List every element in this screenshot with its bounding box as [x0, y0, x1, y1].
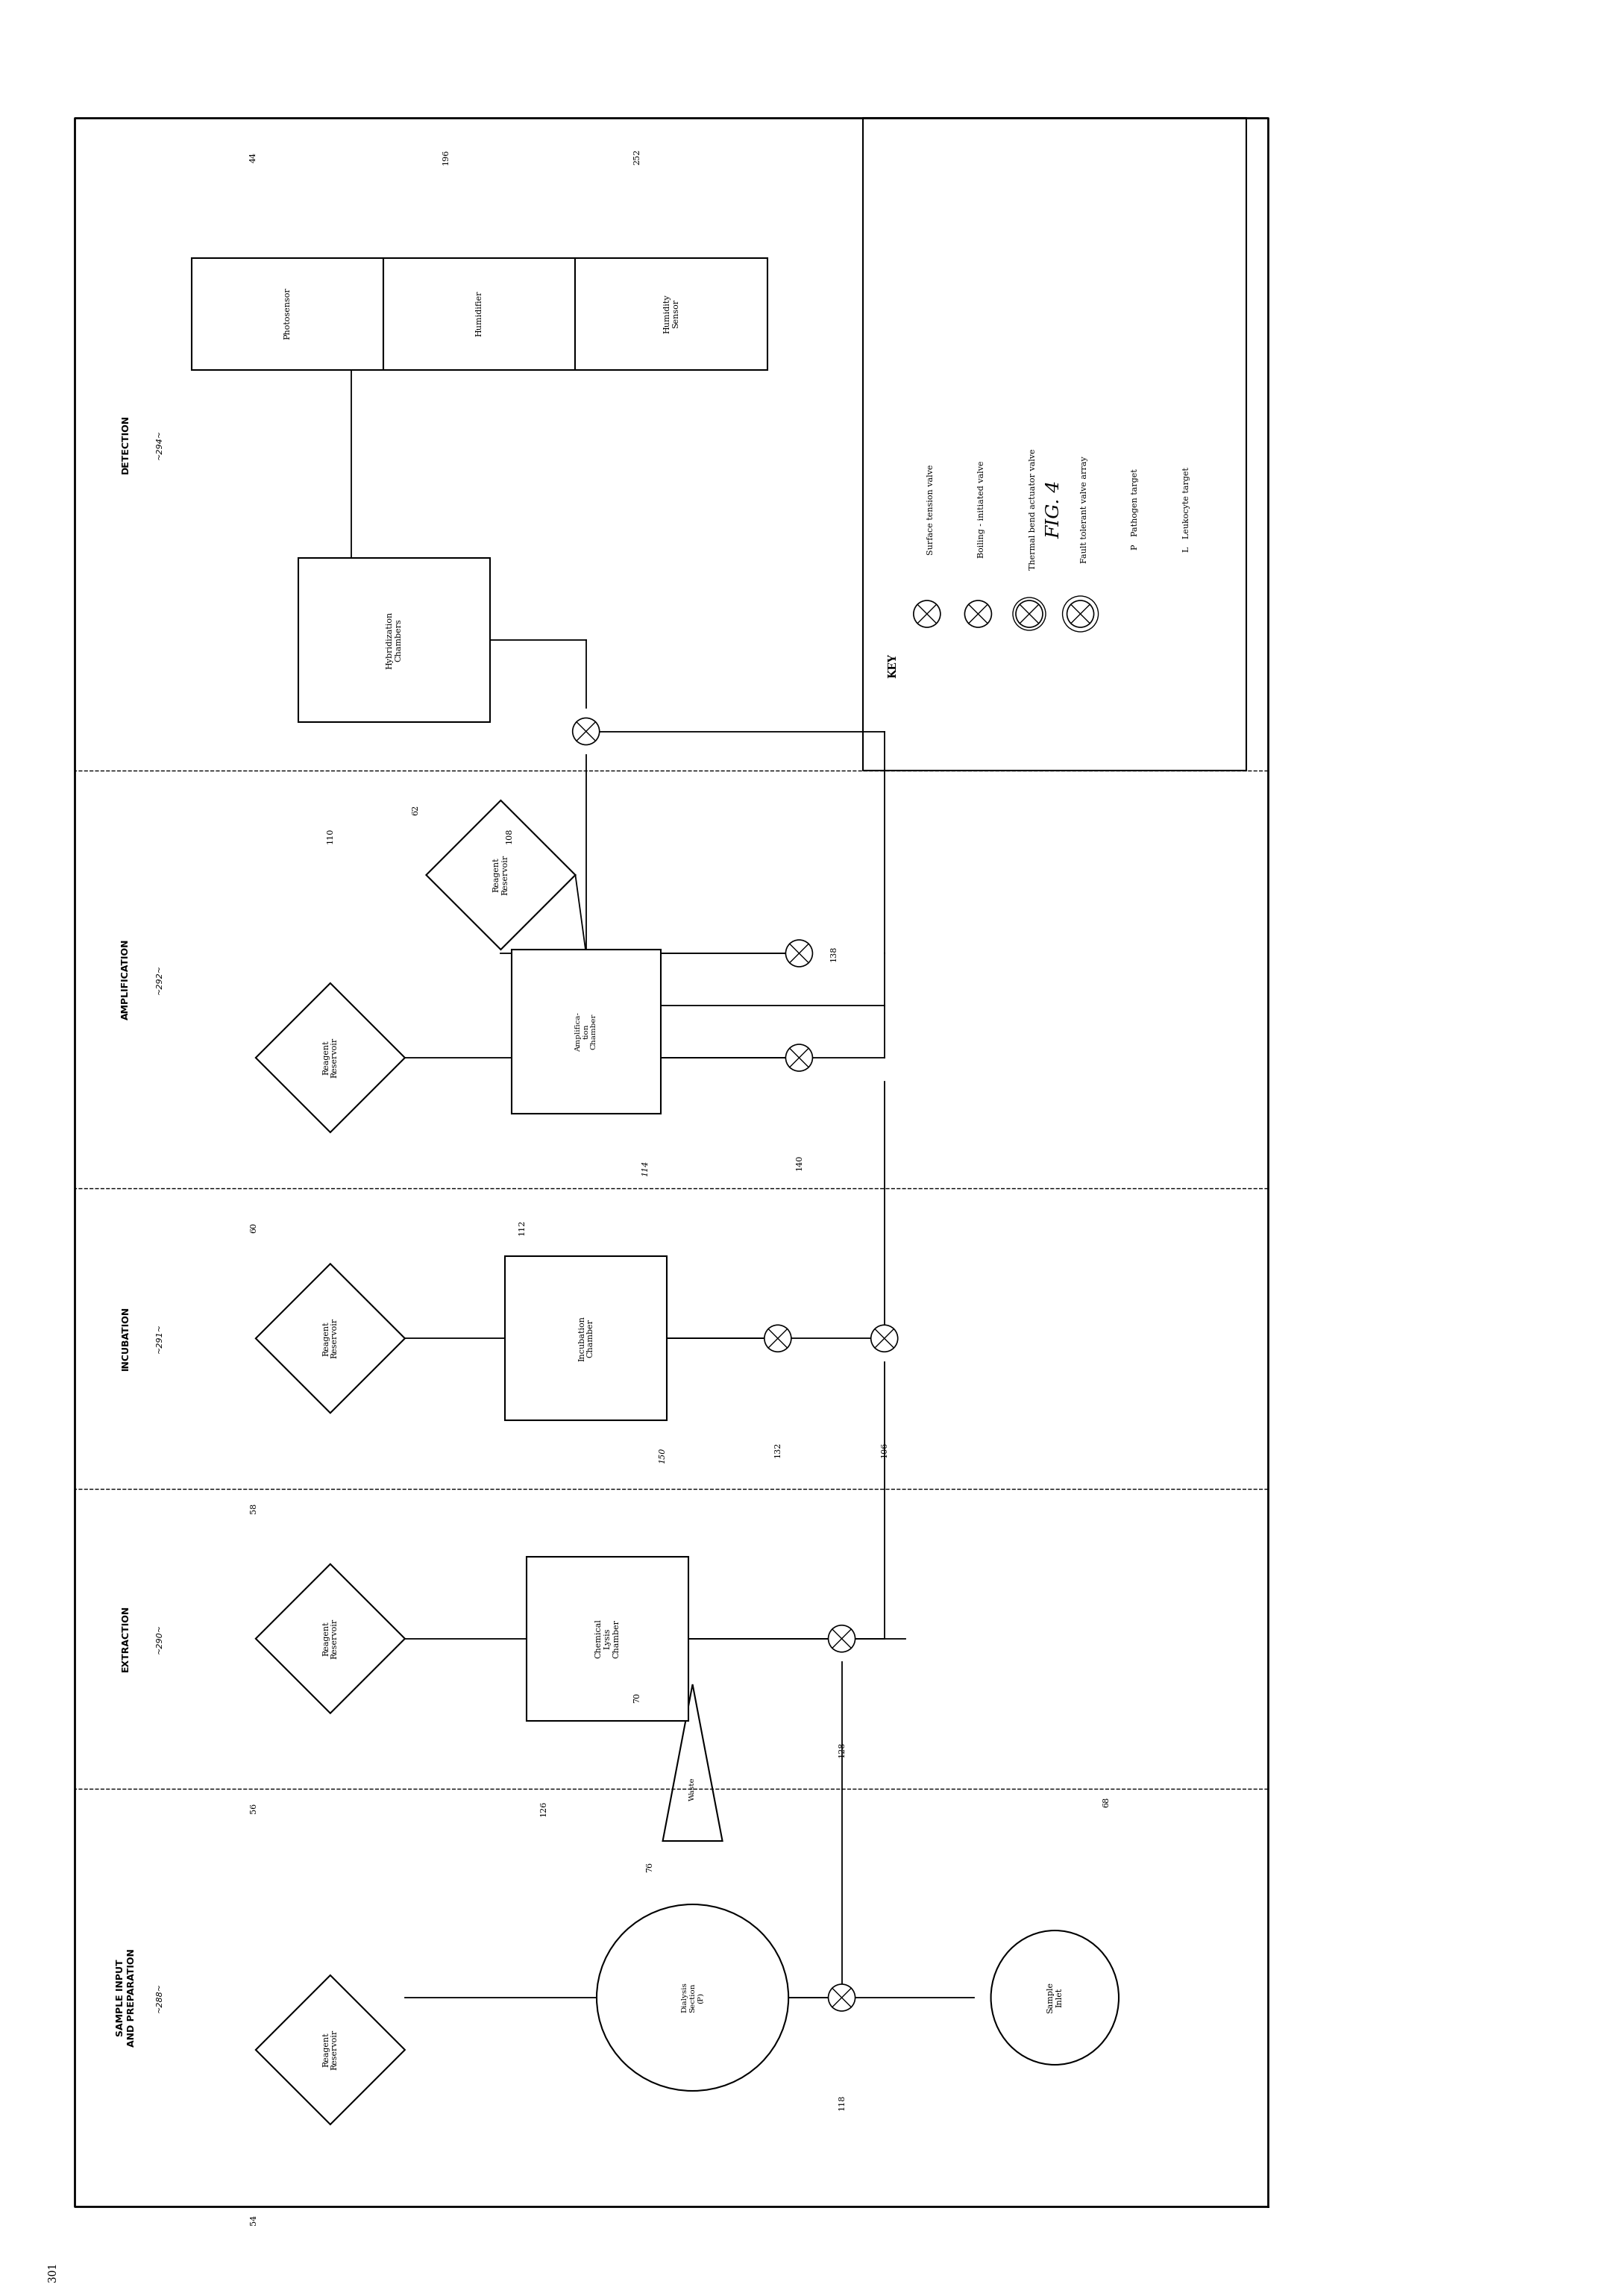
Text: Reagent
Reservoir: Reagent Reservoir: [492, 854, 508, 895]
Circle shape: [965, 602, 991, 627]
Text: 301: 301: [48, 2262, 58, 2282]
Text: ~288~: ~288~: [157, 1984, 163, 2014]
Circle shape: [1067, 602, 1094, 627]
Ellipse shape: [597, 1903, 789, 2092]
Polygon shape: [255, 983, 405, 1132]
Circle shape: [786, 939, 812, 967]
Text: Sample
Inlet: Sample Inlet: [1047, 1981, 1064, 2014]
Text: Humidity
Sensor: Humidity Sensor: [663, 294, 679, 333]
Text: Humidifier: Humidifier: [476, 292, 483, 338]
Polygon shape: [255, 1975, 405, 2124]
Text: AMPLIFICATION: AMPLIFICATION: [121, 939, 131, 1019]
Text: 114: 114: [642, 1162, 649, 1176]
Text: INCUBATION: INCUBATION: [121, 1306, 131, 1371]
Text: 58: 58: [250, 1504, 257, 1513]
Text: 140: 140: [796, 1155, 802, 1171]
Text: 196: 196: [442, 149, 449, 165]
Text: Amplifica-
tion
Chamber: Amplifica- tion Chamber: [575, 1013, 597, 1052]
Bar: [526, 1557, 688, 1720]
Text: ~290~: ~290~: [157, 1623, 163, 1653]
Circle shape: [786, 1045, 812, 1072]
Bar: [512, 951, 660, 1114]
Text: Dialysis
Section
(P): Dialysis Section (P): [681, 1981, 704, 2014]
Polygon shape: [426, 801, 575, 951]
Text: 44: 44: [250, 152, 257, 163]
Text: ~291~: ~291~: [157, 1322, 163, 1352]
Text: 128: 128: [838, 1743, 846, 1756]
Text: 132: 132: [775, 1442, 781, 1458]
Polygon shape: [255, 1564, 405, 1713]
Text: 110: 110: [326, 829, 334, 845]
Circle shape: [765, 1325, 791, 1352]
Circle shape: [828, 1984, 855, 2011]
Text: 138: 138: [830, 946, 838, 962]
Text: 118: 118: [838, 2094, 846, 2110]
Text: ~292~: ~292~: [157, 964, 163, 994]
Text: L   Leukocyte target: L Leukocyte target: [1183, 466, 1190, 551]
Circle shape: [872, 1325, 897, 1352]
Bar: [192, 257, 384, 370]
Text: ~294~: ~294~: [157, 429, 163, 459]
Text: 126: 126: [539, 1800, 547, 1816]
Polygon shape: [255, 1263, 405, 1412]
Bar: [575, 257, 767, 370]
Circle shape: [914, 602, 941, 627]
Circle shape: [1015, 602, 1043, 627]
Text: FIG. 4: FIG. 4: [1046, 480, 1064, 540]
Text: P   Pathogen target: P Pathogen target: [1131, 468, 1139, 551]
Bar: [505, 1256, 667, 1421]
Text: EXTRACTION: EXTRACTION: [121, 1605, 131, 1671]
Text: Surface tension valve: Surface tension valve: [926, 464, 935, 556]
Text: 62: 62: [412, 804, 420, 815]
Bar: [384, 257, 575, 370]
Text: 76: 76: [646, 1862, 654, 1871]
Polygon shape: [663, 1685, 723, 1841]
Text: Reagent
Reservoir: Reagent Reservoir: [323, 1038, 339, 1079]
Text: 150: 150: [659, 1449, 667, 1465]
Text: Photosensor: Photosensor: [284, 287, 292, 340]
Text: Reagent
Reservoir: Reagent Reservoir: [323, 2030, 339, 2071]
Text: 54: 54: [250, 2213, 257, 2225]
Text: Incubation
Chamber: Incubation Chamber: [578, 1316, 594, 1362]
Text: SAMPLE INPUT
AND PREPARATION: SAMPLE INPUT AND PREPARATION: [115, 1949, 136, 2046]
Text: Reagent
Reservoir: Reagent Reservoir: [323, 1619, 339, 1660]
Text: 108: 108: [505, 829, 513, 845]
Text: Hybridization
Chambers: Hybridization Chambers: [386, 611, 402, 668]
Text: 68: 68: [1102, 1795, 1110, 1807]
Text: DETECTION: DETECTION: [121, 416, 131, 473]
Text: 56: 56: [250, 1802, 257, 1814]
Text: Fault tolerant valve array: Fault tolerant valve array: [1080, 457, 1088, 563]
Text: Thermal bend actuator valve: Thermal bend actuator valve: [1030, 450, 1036, 569]
Ellipse shape: [991, 1931, 1119, 2064]
Circle shape: [828, 1626, 855, 1653]
Text: 70: 70: [633, 1692, 641, 1704]
Text: 106: 106: [881, 1442, 888, 1458]
Text: Chemical
Lysis
Chamber: Chemical Lysis Chamber: [596, 1619, 620, 1658]
Text: KEY: KEY: [888, 654, 897, 677]
Bar: [299, 558, 491, 721]
Text: Boiling - initiated valve: Boiling - initiated valve: [978, 461, 986, 558]
Text: 112: 112: [518, 1219, 526, 1235]
Text: 252: 252: [633, 149, 641, 165]
Circle shape: [573, 719, 599, 744]
Text: Reagent
Reservoir: Reagent Reservoir: [323, 1318, 339, 1359]
Text: 60: 60: [250, 1221, 257, 1233]
Text: Waste: Waste: [689, 1777, 696, 1800]
